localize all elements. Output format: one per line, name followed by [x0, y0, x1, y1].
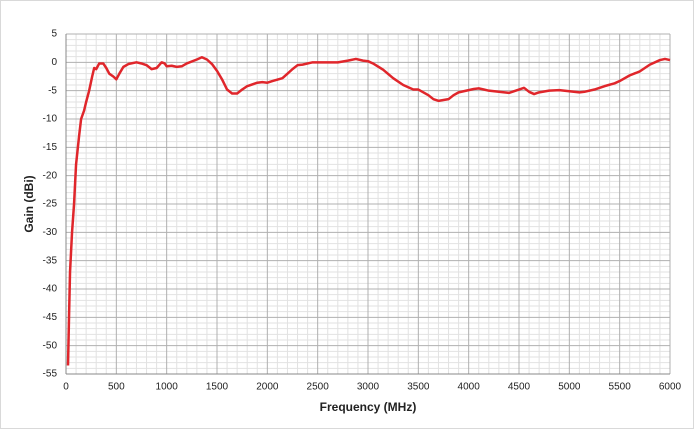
x-tick-label: 2500	[307, 382, 330, 393]
x-tick-label: 500	[108, 382, 125, 393]
x-tick-label: 1500	[206, 382, 229, 393]
y-tick-label: 0	[51, 57, 57, 68]
x-tick-label: 6000	[659, 382, 682, 393]
y-tick-label: -5	[48, 85, 57, 96]
x-tick-label: 3000	[357, 382, 380, 393]
x-tick-label: 4000	[458, 382, 481, 393]
x-axis-title: Frequency (MHz)	[320, 400, 417, 414]
y-axis-title: Gain (dBi)	[22, 175, 36, 232]
x-tick-label: 2000	[256, 382, 279, 393]
x-tick-label: 0	[63, 382, 69, 393]
x-tick-label: 1000	[156, 382, 179, 393]
y-tick-label: -35	[43, 255, 58, 266]
y-tick-label: -15	[43, 142, 58, 153]
line-series	[66, 55, 671, 366]
y-tick-label: -40	[43, 284, 58, 295]
y-tick-label: -20	[43, 170, 58, 181]
y-tick-label: -10	[43, 114, 58, 125]
y-tick-label: -30	[43, 227, 58, 238]
x-tick-label: 5500	[609, 382, 632, 393]
y-tick-label: -25	[43, 199, 58, 210]
y-tick-label: -55	[43, 369, 58, 380]
x-tick-label: 3500	[407, 382, 430, 393]
plot: 0 500 1000 1500 2000 2500 3000 3500 4000 4500 5000…	[43, 29, 682, 393]
x-tick-label: 5000	[558, 382, 581, 393]
y-tick-label: 5	[51, 29, 57, 40]
y-tick-label: -45	[43, 312, 58, 323]
x-tick-label: 4500	[508, 382, 531, 393]
y-tick-label: -50	[43, 340, 58, 351]
grid	[65, 33, 671, 375]
